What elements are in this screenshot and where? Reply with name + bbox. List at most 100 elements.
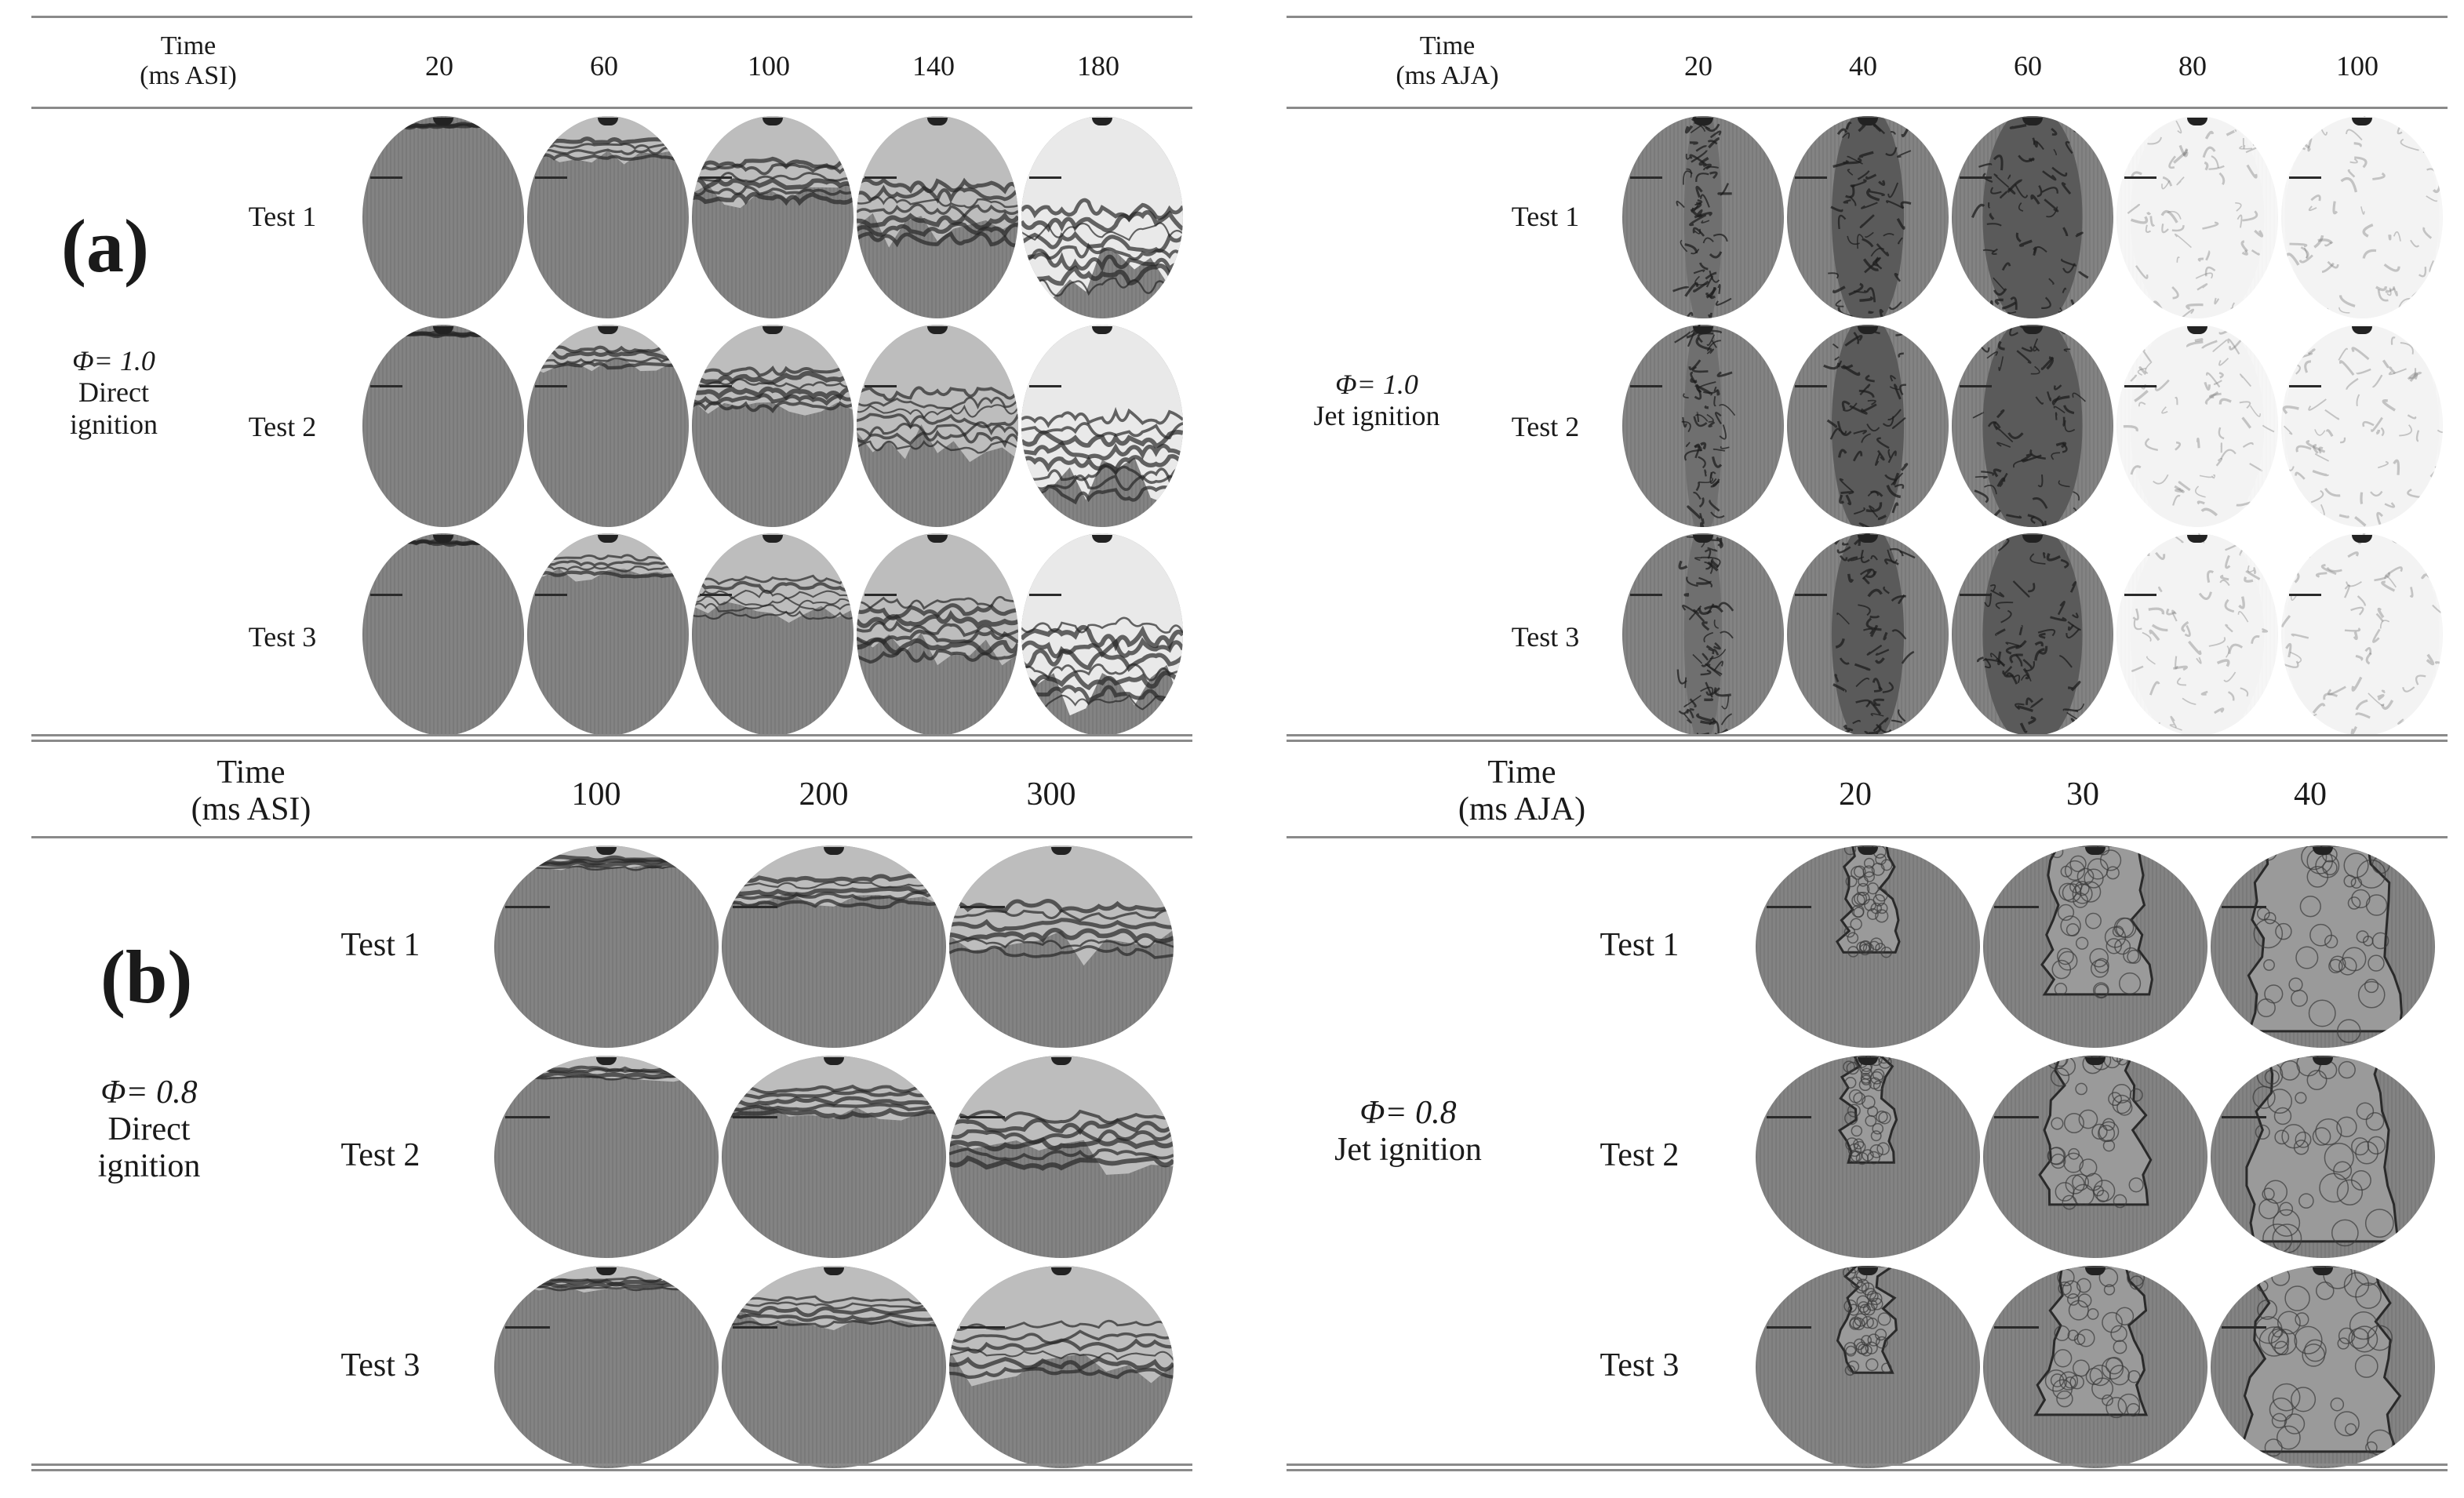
schlieren-frame-image xyxy=(2116,116,2278,318)
nozzle-marker xyxy=(1858,535,1878,543)
schlieren-frame-image xyxy=(2116,325,2278,527)
nozzle-marker xyxy=(762,535,783,543)
schlieren-frame-image xyxy=(1021,325,1183,527)
reference-marker xyxy=(505,1116,551,1119)
reference-marker xyxy=(505,906,551,909)
schlieren-frame-image xyxy=(494,1266,719,1468)
reference-marker xyxy=(1029,594,1062,597)
nozzle-marker xyxy=(1051,847,1072,855)
table-bottom-rule xyxy=(31,1463,1192,1471)
nozzle-marker xyxy=(596,1057,617,1065)
schlieren-frame-image xyxy=(1021,116,1183,318)
row-label-test-2: Test 2 xyxy=(1600,1137,1680,1173)
row-label-test-1: Test 1 xyxy=(1511,201,1580,232)
table-bottom-rule xyxy=(1287,734,2448,742)
nozzle-marker xyxy=(1858,847,1878,855)
reference-marker xyxy=(1029,176,1062,180)
time-column-label: 40 xyxy=(1849,50,1877,82)
header-rule xyxy=(1287,836,2448,838)
time-header-b-direct: Time (ms ASI) xyxy=(191,754,311,828)
reference-marker xyxy=(2222,1326,2267,1329)
schlieren-frame-image xyxy=(527,533,689,736)
reference-marker xyxy=(370,176,403,180)
schlieren-frame-image xyxy=(1787,116,1949,318)
nozzle-marker xyxy=(1092,118,1112,125)
reference-marker xyxy=(1994,1116,2040,1119)
schlieren-frame-image xyxy=(1952,325,2113,527)
time-header-a-jet: Time (ms AJA) xyxy=(1396,31,1499,91)
nozzle-marker xyxy=(2085,847,2106,855)
time-column-label: 100 xyxy=(2336,50,2378,82)
reference-marker xyxy=(2124,385,2157,388)
schlieren-frame-image xyxy=(494,1056,719,1258)
reference-marker xyxy=(2222,906,2267,909)
reference-marker xyxy=(960,1116,1006,1119)
nozzle-marker xyxy=(2085,1267,2106,1275)
table-bottom-rule xyxy=(1287,1463,2448,1471)
time-column-label: 140 xyxy=(912,50,955,82)
schlieren-frame-image xyxy=(1787,533,1949,736)
reference-marker xyxy=(1795,594,1828,597)
reference-marker xyxy=(700,385,733,388)
nozzle-marker xyxy=(927,118,948,125)
reference-marker xyxy=(505,1326,551,1329)
condition-label-b-jet: Φ= 0.8 Jet ignition xyxy=(1334,1095,1482,1169)
reference-marker xyxy=(1630,176,1663,180)
reference-marker xyxy=(1630,385,1663,388)
condition-label-a-direct: Φ= 1.0 Direct ignition xyxy=(69,345,158,440)
time-column-label: 100 xyxy=(748,50,790,82)
schlieren-frame-image xyxy=(1756,845,1980,1048)
reference-marker xyxy=(700,594,733,597)
schlieren-frame-image xyxy=(857,116,1018,318)
schlieren-frame-image xyxy=(857,325,1018,527)
schlieren-frame-image xyxy=(1756,1056,1980,1258)
nozzle-marker xyxy=(762,118,783,125)
nozzle-marker xyxy=(1693,118,1713,125)
schlieren-frame-image xyxy=(1622,116,1784,318)
nozzle-marker xyxy=(598,118,618,125)
reference-marker xyxy=(1994,1326,2040,1329)
reference-marker xyxy=(864,385,897,388)
reference-marker xyxy=(733,1116,778,1119)
reference-marker xyxy=(2289,385,2322,388)
schlieren-frame-image xyxy=(527,116,689,318)
schlieren-frame-image xyxy=(2116,533,2278,736)
reference-marker xyxy=(1960,176,1993,180)
reference-marker xyxy=(2124,176,2157,180)
nozzle-marker xyxy=(2187,118,2207,125)
nozzle-marker xyxy=(433,535,453,543)
reference-marker xyxy=(733,906,778,909)
time-column-label: 180 xyxy=(1077,50,1119,82)
nozzle-marker xyxy=(927,326,948,334)
time-header-b-jet: Time (ms AJA) xyxy=(1458,754,1586,828)
schlieren-frame-image xyxy=(1787,325,1949,527)
time-column-label: 200 xyxy=(799,776,849,813)
nozzle-marker xyxy=(2022,118,2043,125)
time-column-label: 20 xyxy=(1684,50,1712,82)
schlieren-frame-image xyxy=(857,533,1018,736)
table-top-rule xyxy=(31,16,1192,20)
schlieren-frame-image xyxy=(1952,533,2113,736)
table-top-rule xyxy=(1287,16,2448,20)
schlieren-frame-image xyxy=(1983,1266,2207,1468)
row-label-test-2: Test 2 xyxy=(340,1137,420,1173)
nozzle-marker xyxy=(2313,1267,2333,1275)
condition-label-a-jet: Φ= 1.0 Jet ignition xyxy=(1313,369,1440,432)
schlieren-frame-image xyxy=(722,845,946,1048)
nozzle-marker xyxy=(2085,1057,2106,1065)
reference-marker xyxy=(2289,594,2322,597)
reference-marker xyxy=(960,1326,1006,1329)
reference-marker xyxy=(1767,1326,1812,1329)
nozzle-marker xyxy=(1858,326,1878,334)
table-bottom-rule xyxy=(31,734,1192,742)
reference-marker xyxy=(1767,1116,1812,1119)
schlieren-frame-image xyxy=(2211,1056,2435,1258)
nozzle-marker xyxy=(596,847,617,855)
nozzle-marker xyxy=(824,847,844,855)
reference-marker xyxy=(1795,176,1828,180)
reference-marker xyxy=(700,176,733,180)
reference-marker xyxy=(1960,594,1993,597)
time-column-label: 80 xyxy=(2178,50,2207,82)
nozzle-marker xyxy=(2187,326,2207,334)
schlieren-frame-image xyxy=(494,845,719,1048)
